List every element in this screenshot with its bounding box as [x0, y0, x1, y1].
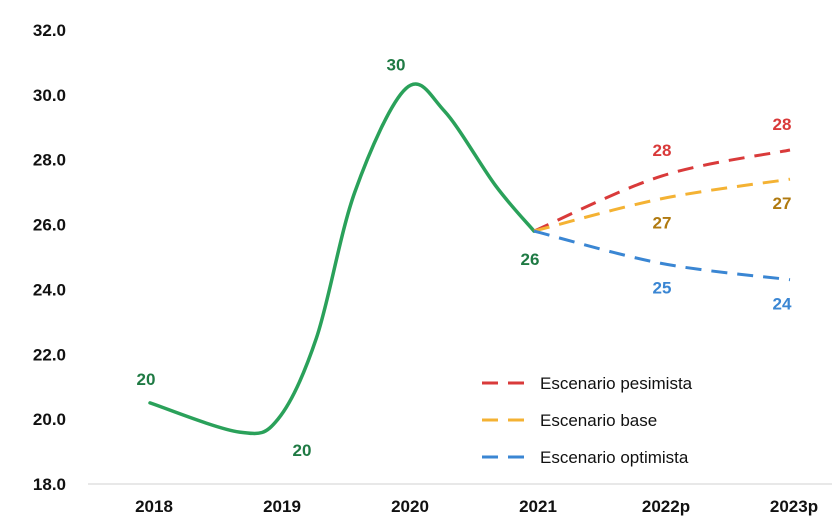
- y-axis: 18.0 20.0 22.0 24.0 26.0 28.0 30.0 32.0: [33, 21, 66, 494]
- series-line-0: [533, 148, 791, 233]
- y-tick-label: 22.0: [33, 345, 66, 364]
- legend: Escenario pesimista Escenario base Escenar…: [482, 374, 693, 467]
- series-layer: [148, 82, 791, 436]
- x-tick-label: 2020: [391, 497, 429, 516]
- data-labels: 20 20 30 26 28 28 27 27 25 24: [137, 55, 792, 460]
- series-data-label: 24: [773, 295, 792, 314]
- y-tick-label: 28.0: [33, 151, 66, 170]
- legend-label: Escenario pesimista: [540, 374, 693, 393]
- historical-data-label: 20: [137, 370, 156, 389]
- y-tick-label: 26.0: [33, 216, 66, 235]
- series-line-2: [533, 229, 791, 282]
- series-line-1: [533, 177, 791, 233]
- y-tick-label: 18.0: [33, 475, 66, 494]
- x-tick-label: 2022p: [642, 497, 690, 516]
- series-data-label: 28: [773, 115, 792, 134]
- series-data-label: 27: [653, 214, 672, 233]
- y-tick-label: 32.0: [33, 21, 66, 40]
- y-tick-label: 30.0: [33, 86, 66, 105]
- legend-label: Escenario base: [540, 411, 657, 430]
- series-data-label: 28: [653, 141, 672, 160]
- series-data-label: 27: [773, 194, 792, 213]
- y-tick-label: 24.0: [33, 280, 66, 299]
- series-data-label: 25: [653, 278, 672, 297]
- x-axis: 2018 2019 2020 2021 2022p 2023p: [88, 483, 832, 516]
- y-tick-label: 20.0: [33, 410, 66, 429]
- x-tick-label: 2021: [519, 497, 557, 516]
- x-tick-label: 2019: [263, 497, 301, 516]
- historical-data-label: 30: [387, 55, 406, 74]
- historical-line: [148, 82, 536, 436]
- historical-data-label: 26: [521, 250, 540, 269]
- x-tick-label: 2023p: [770, 497, 818, 516]
- historical-data-label: 20: [293, 441, 312, 460]
- x-tick-label: 2018: [135, 497, 173, 516]
- legend-label: Escenario optimista: [540, 448, 689, 467]
